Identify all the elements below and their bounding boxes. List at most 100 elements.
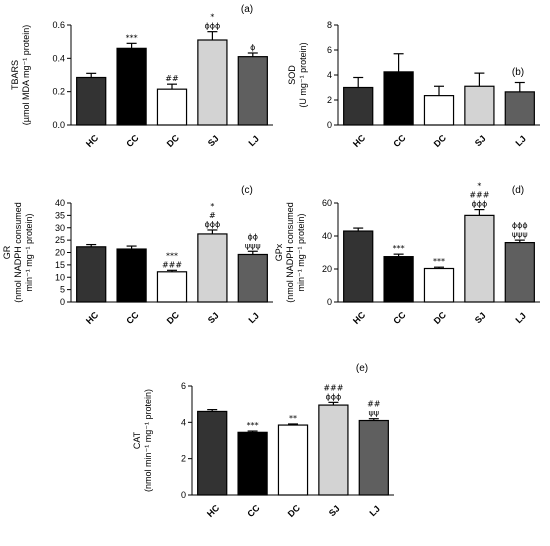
y-tick-label: 0 [327,297,332,307]
bar [343,86,374,126]
significance-label: ψψψ [512,230,528,239]
y-tick-label: 40 [55,198,65,208]
significance-label: ϕ [250,43,255,52]
significance-label: * [210,202,214,211]
panel-label: (b) [512,67,524,78]
panel-c: 0 5 10 15 20 25 30 35 40 GR (nmol NADPH consumed mi… [2,185,273,326]
x-tick-label: LJ [246,134,261,149]
bar [464,214,495,303]
x-tick-label: DC [432,132,449,149]
y-tick-label: 0.4 [52,53,65,63]
significance-label: ϕϕϕ [512,221,528,230]
x-tick-label: SJ [327,503,342,518]
bar [237,431,268,496]
y-axis-label: min⁻¹ mg⁻¹ protein) [24,213,34,291]
y-axis-label: (U mg⁻¹ protein) [298,42,308,107]
x-tick-label: SJ [206,310,221,325]
y-axis-label: (nmol NADPH consumed [13,202,23,303]
y-tick-label: 8 [327,20,332,30]
bar [116,47,147,126]
bar [237,56,268,126]
x-tick-label: DC [432,309,449,326]
x-tick-label: CC [124,132,141,149]
y-tick-label: 30 [55,223,65,233]
significance-label: * [210,13,214,22]
bar [76,246,107,303]
y-tick-label: 6 [181,381,186,391]
bar [116,248,147,303]
y-tick-label: 15 [55,260,65,270]
significance-label: *** [126,33,138,42]
bar [197,233,228,303]
y-tick-label: 0.2 [52,87,65,97]
panel-a: 0.0 0.2 0.4 0.6 TBARS (µmol MDA mg⁻¹ protein)… [10,4,273,149]
bar [156,88,188,126]
y-tick-label: 0 [60,297,65,307]
bar [464,85,495,126]
significance-label: ϕϕ [248,232,259,241]
y-tick-label: 0.0 [52,120,65,130]
y-tick-label: 4 [181,417,186,427]
y-tick-label: 5 [60,285,65,295]
x-tick-label: DC [165,132,182,149]
significance-label: *** [433,257,445,266]
x-tick-label: CC [124,309,141,326]
y-tick-label: 2 [327,95,332,105]
y-axis-label: TBARS [10,60,20,90]
y-axis-label: (nmol NADPH consumed [285,202,295,303]
y-tick-label: 0 [327,120,332,130]
significance-label: ψψψ [245,241,261,250]
bar [277,424,309,496]
x-tick-label: SJ [473,133,488,148]
bar [423,267,455,303]
x-tick-label: LJ [246,311,261,326]
x-tick-label: LJ [513,134,528,149]
significance-label: ## [367,400,381,409]
x-tick-label: CC [245,502,262,519]
y-axis-label: min⁻¹ mg⁻¹ protein) [296,213,306,291]
y-axis-label: GR [2,245,12,259]
bar [383,71,414,126]
bar [318,404,349,496]
bar [156,271,188,303]
significance-label: ψψ [369,409,380,418]
y-tick-label: 10 [55,272,65,282]
x-tick-label: LJ [513,311,528,326]
x-tick-label: HC [84,309,101,326]
x-tick-label: CC [391,309,408,326]
x-tick-label: DC [165,309,182,326]
bar [343,230,374,303]
y-axis-label: SOD [287,65,297,85]
panel-label: (e) [356,363,368,374]
panel-label: (c) [241,185,253,196]
bar [197,410,228,496]
significance-label: ϕϕϕ [471,200,487,209]
bar [197,39,228,126]
y-tick-label: 60 [322,198,332,208]
bar [504,242,535,303]
y-tick-label: 0 [181,490,186,500]
bar [423,95,455,126]
y-axis-label: CAT [132,431,142,449]
bar [76,76,107,126]
panel-d: 0 20 40 60 GPx (nmol NADPH consumed min⁻¹ mg⁻¹… [274,182,540,326]
y-tick-label: 20 [322,264,332,274]
y-axis-label: (nmol min⁻¹ mg⁻¹ protein) [143,389,153,492]
y-tick-label: 2 [181,454,186,464]
bar [237,253,268,303]
y-tick-label: 20 [55,248,65,258]
bar [358,419,389,496]
significance-label: ϕϕϕ [204,22,220,31]
y-tick-label: 40 [322,231,332,241]
significance-label: *** [166,251,178,260]
significance-label: # [209,211,216,220]
x-tick-label: CC [391,132,408,149]
x-tick-label: HC [351,309,368,326]
significance-label: *** [393,244,405,253]
y-tick-label: 4 [327,70,332,80]
y-tick-label: 6 [327,45,332,55]
significance-label: ϕϕϕ [325,392,341,401]
x-tick-label: HC [205,502,222,519]
x-tick-label: HC [84,132,101,149]
